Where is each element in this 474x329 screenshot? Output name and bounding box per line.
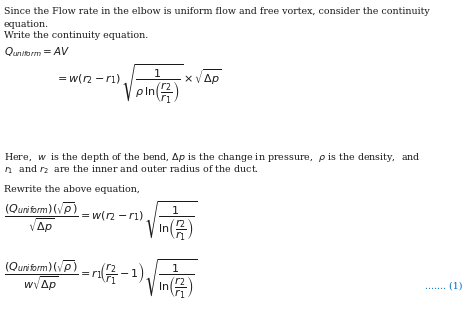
Text: $= w(r_2 - r_1)\,\sqrt{\dfrac{1}{\rho\,\ln\!\left(\dfrac{r_2}{r_1}\right)}}\time: $= w(r_2 - r_1)\,\sqrt{\dfrac{1}{\rho\,\…: [55, 62, 221, 106]
Text: $\dfrac{(Q_{uniform})(\sqrt{\rho})}{\sqrt{\Delta p}} = w(r_2-r_1)\,\sqrt{\dfrac{: $\dfrac{(Q_{uniform})(\sqrt{\rho})}{\sqr…: [4, 199, 198, 243]
Text: equation.: equation.: [4, 20, 49, 29]
Text: $Q_{uniform} = AV$: $Q_{uniform} = AV$: [4, 45, 70, 59]
Text: ....... (1): ....... (1): [425, 282, 463, 291]
Text: Since the Flow rate in the elbow is uniform flow and free vortex, consider the c: Since the Flow rate in the elbow is unif…: [4, 7, 430, 16]
Text: $r_1$  and $r_2$  are the inner and outer radius of the duct.: $r_1$ and $r_2$ are the inner and outer …: [4, 164, 259, 176]
Text: $\dfrac{(Q_{uniform})(\sqrt{\rho})}{w\sqrt{\Delta p}} = r_1\!\left(\dfrac{r_2}{r: $\dfrac{(Q_{uniform})(\sqrt{\rho})}{w\sq…: [4, 257, 197, 301]
Text: Here,  $w$  is the depth of the bend, $\Delta p$ is the change in pressure,  $\r: Here, $w$ is the depth of the bend, $\De…: [4, 151, 420, 164]
Text: Rewrite the above equation,: Rewrite the above equation,: [4, 185, 140, 194]
Text: Write the continuity equation.: Write the continuity equation.: [4, 31, 148, 40]
